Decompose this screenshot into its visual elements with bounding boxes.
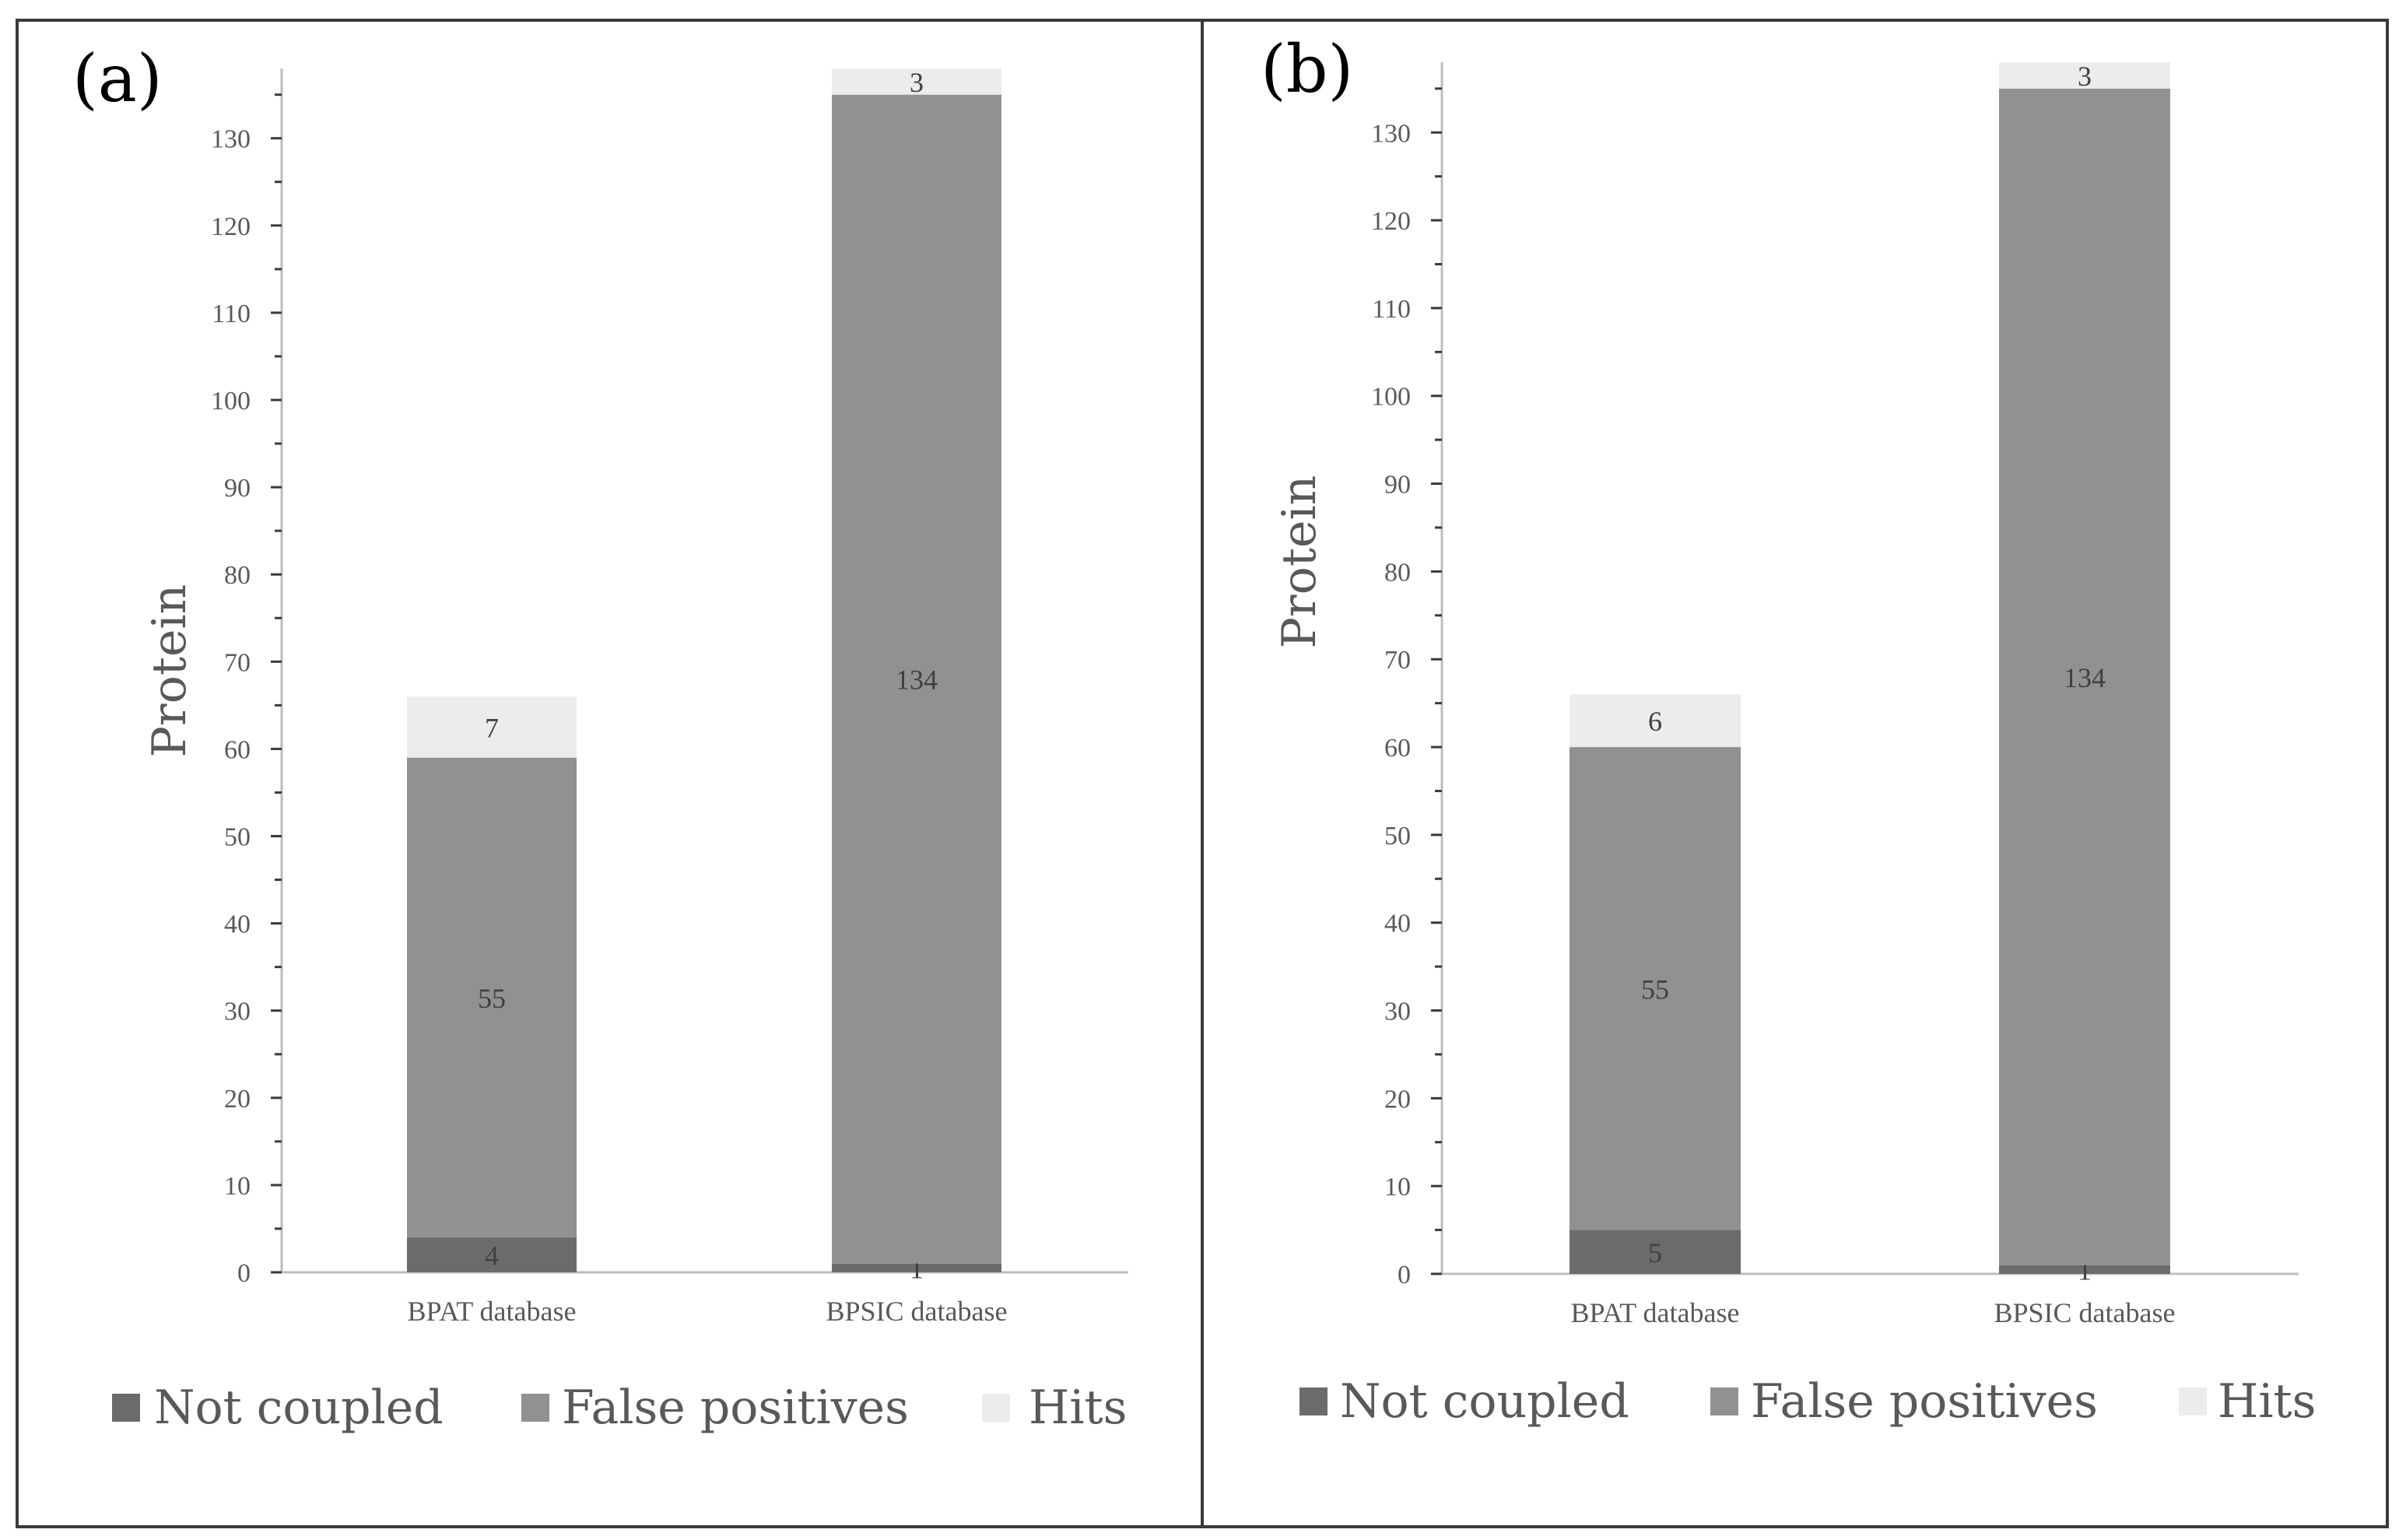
legend-swatch [1299,1387,1328,1415]
y-tick-label: 80 [1384,558,1411,587]
legend-swatch [521,1394,549,1422]
y-tick-label: 70 [224,648,251,677]
y-tick-label: 130 [1371,119,1411,148]
y-tick-label: 120 [1371,207,1411,236]
y-tick-label: 0 [237,1259,251,1288]
data-label: 7 [485,712,499,743]
bar-not-coupled [832,1263,1001,1272]
x-tick-label: BPSIC database [826,1296,1008,1327]
y-tick-label: 30 [1384,998,1411,1026]
panel-a: (a) 0 10 20 30 40 50 60 70 80 90 100 110 120 130 Protei… [16,19,1204,1528]
data-label: 3 [910,67,924,98]
y-tick-label: 90 [1384,471,1411,500]
panel-label: (b) [1261,31,1353,107]
bar-hits [832,68,1001,95]
y-axis-title: Protein [1272,475,1327,649]
bar-not-coupled [407,1237,577,1272]
y-tick-label: 100 [1371,383,1411,412]
legend: Not coupled False positives Hits [112,1380,1127,1435]
y-tick-label: 40 [1384,910,1411,938]
legend-label: Not coupled [1340,1374,1629,1429]
bar-hits [1570,694,1741,748]
y-tick-label: 70 [1384,646,1411,675]
y-tick-label: 110 [212,300,251,328]
y-tick-label: 120 [211,212,251,241]
legend-label: False positives [1751,1374,2098,1429]
data-label: 134 [2064,662,2106,693]
bar-hits [407,696,577,758]
legend-label: False positives [562,1380,909,1435]
bar-not-coupled [1999,1265,2170,1274]
y-tick-label: 0 [1398,1261,1411,1289]
legend-label: Hits [1029,1380,1127,1435]
panel-b: (b) 0 10 20 30 40 50 60 70 80 90 100 110 120 130 Protei… [1201,19,2389,1528]
bar-false-positives [1999,88,2170,1265]
bar-false-positives [832,94,1001,1264]
y-tick-label: 20 [224,1085,251,1114]
data-label: 4 [485,1240,499,1272]
y-tick-label: 20 [1384,1085,1411,1114]
panel-a-frame [16,19,1204,1528]
y-tick-label: 40 [224,910,251,939]
legend-swatch [112,1394,140,1422]
y-tick-label: 10 [1384,1173,1411,1201]
data-label: 6 [1648,706,1662,737]
y-tick-label: 60 [1384,734,1411,763]
y-tick-label: 50 [224,823,251,851]
y-tick-label: 10 [224,1172,251,1201]
legend-swatch [1710,1387,1738,1415]
y-tick-label: 100 [211,387,251,416]
panel-label: (a) [72,40,163,117]
y-axis-title: Protein [142,584,197,758]
legend-label: Hits [2218,1374,2316,1429]
data-label: 55 [1641,973,1669,1005]
y-tick-label: 90 [224,474,251,503]
y-tick-label: 30 [224,998,251,1026]
data-label: 5 [1648,1237,1662,1268]
x-tick-label: BPAT database [407,1296,576,1327]
bar-not-coupled [1570,1230,1741,1274]
x-tick-label: BPSIC database [1994,1297,2176,1328]
bar-false-positives [1570,747,1741,1230]
y-tick-label: 60 [224,735,251,764]
bar-hits [1999,62,2170,89]
y-tick-label: 50 [1384,822,1411,851]
y-tick-label: 110 [1372,295,1411,324]
y-tick-label: 80 [224,561,251,590]
legend-label: Not coupled [154,1380,444,1435]
legend: Not coupled False positives Hits [1299,1374,2316,1429]
x-tick-label: BPAT database [1570,1297,1739,1328]
data-label: 55 [478,983,506,1014]
data-label: 134 [896,665,938,696]
legend-swatch [982,1394,1010,1422]
bar-false-positives [407,757,577,1238]
panel-b-frame [1201,19,2389,1528]
data-label: 3 [2078,61,2092,92]
legend-swatch [2179,1387,2207,1415]
y-tick-label: 130 [211,125,251,154]
